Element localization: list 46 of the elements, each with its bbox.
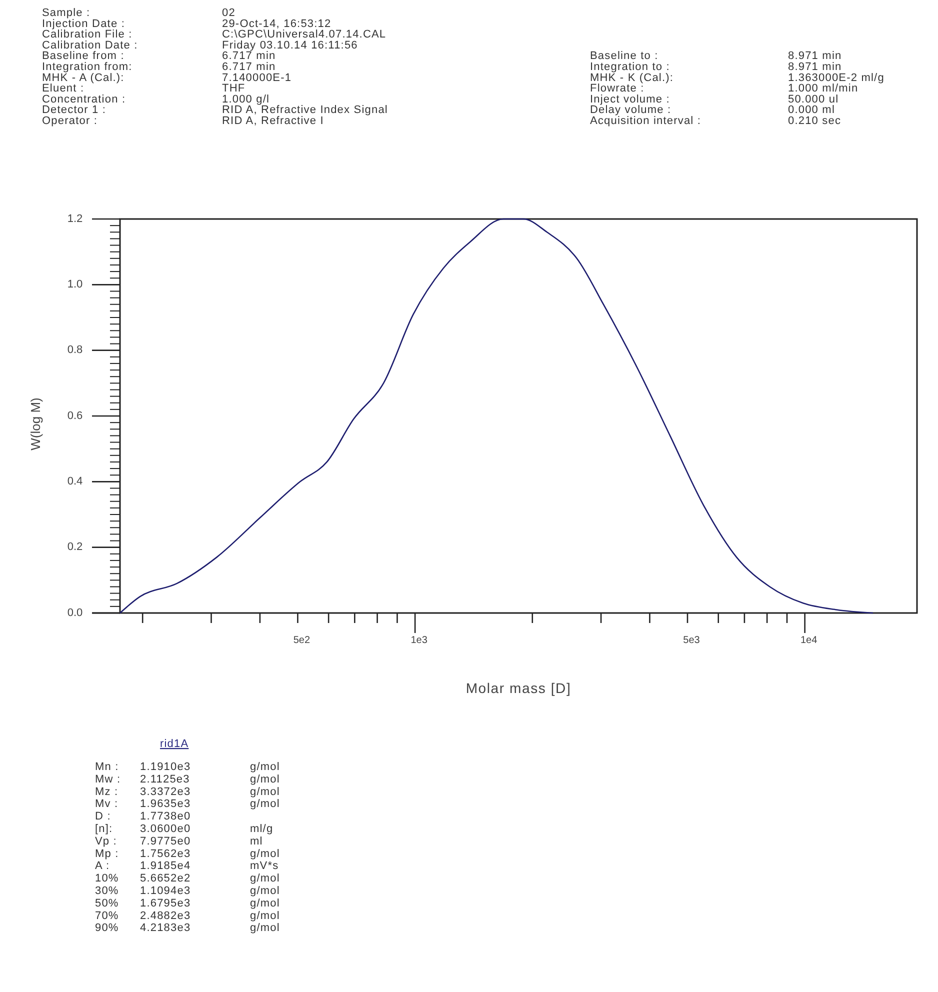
text: Mv : 1.9635e3 g/mol bbox=[95, 798, 280, 810]
text: Mn : 1.1910e3 g/mol bbox=[95, 761, 280, 773]
text: 90% 4.2183e3 g/mol bbox=[95, 922, 280, 934]
text: 70% 2.4882e3 g/mol bbox=[95, 910, 280, 922]
y-tick-label: 0.2 bbox=[67, 541, 83, 554]
text: MHK - K (Cal.): 1.363000E-2 ml/g bbox=[590, 72, 884, 84]
text: Calibration File : C:\GPC\Universal4.07.14.CAL bbox=[42, 28, 386, 41]
x-tick-label: 5e2 bbox=[293, 635, 310, 646]
text: Acquisition interval : 0.210 sec bbox=[590, 115, 842, 127]
text: [n]: 3.0600e0 ml/g bbox=[95, 823, 274, 835]
y-tick-label: 0.8 bbox=[67, 344, 83, 356]
text: Baseline to : 8.971 min bbox=[590, 50, 842, 62]
text: Mw : 2.1125e3 g/mol bbox=[95, 773, 280, 786]
text: D : 1.7738e0 bbox=[95, 810, 191, 823]
text: Inject volume : 50.000 ul bbox=[590, 93, 839, 106]
text: Sample : 02 bbox=[42, 7, 236, 19]
text: Integration from: 6.717 min bbox=[42, 61, 276, 73]
y-tick-label: 0.6 bbox=[67, 410, 83, 422]
x-tick-label: 5e3 bbox=[683, 635, 700, 646]
text: rid1A bbox=[160, 738, 189, 750]
text: Integration to : 8.971 min bbox=[590, 61, 842, 73]
y-tick-label: 1.2 bbox=[67, 212, 83, 225]
x-tick-label: 1e4 bbox=[800, 635, 818, 646]
text: Baseline from : 6.717 min bbox=[42, 50, 276, 62]
text: Mz : 3.3372e3 g/mol bbox=[95, 786, 280, 798]
text: Flowrate : 1.000 ml/min bbox=[590, 82, 858, 95]
y-tick-label: 0.4 bbox=[67, 476, 83, 488]
text: Vp : 7.9775e0 ml bbox=[95, 835, 263, 848]
x-tick-label: 1e3 bbox=[410, 635, 428, 646]
text: 50% 1.6795e3 g/mol bbox=[95, 897, 280, 910]
text: Concentration : 1.000 g/l bbox=[42, 93, 270, 106]
text: Operator : RID A, Refractive I bbox=[42, 115, 324, 127]
text: MHK - A (Cal.): 7.140000E-1 bbox=[42, 72, 292, 84]
text: Delay volume : 0.000 ml bbox=[590, 104, 835, 116]
text: Calibration Date : Friday 03.10.14 16:11:56 bbox=[42, 39, 358, 52]
text: 10% 5.6652e2 g/mol bbox=[95, 872, 280, 885]
y-tick-label: 0.0 bbox=[67, 606, 83, 619]
text: Eluent : THF bbox=[42, 82, 246, 95]
y-tick-label: 1.0 bbox=[67, 278, 83, 291]
text: A : 1.9185e4 mV*s bbox=[95, 860, 279, 872]
text: Mp : 1.7562e3 g/mol bbox=[95, 848, 280, 860]
text: Detector 1 : RID A, Refractive Index Signal bbox=[42, 104, 388, 116]
text: 30% 1.1094e3 g/mol bbox=[95, 885, 280, 897]
y-axis-title: W(log M) bbox=[28, 398, 43, 450]
x-axis-title: Molar mass [D] bbox=[466, 680, 572, 696]
text: Injection Date : 29-Oct-14, 16:53:12 bbox=[42, 18, 332, 30]
